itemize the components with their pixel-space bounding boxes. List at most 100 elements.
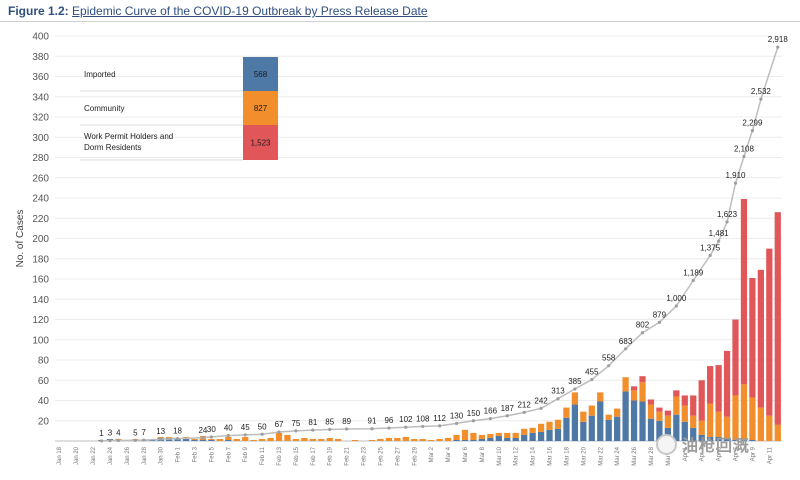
x-tick-label: Feb 1: [176, 446, 182, 462]
bar-segment: [537, 431, 545, 441]
x-tick-label: Jan 18: [57, 446, 63, 465]
bar-segment: [766, 415, 773, 441]
bar-segment: [436, 438, 443, 441]
cumulative-data-label: 89: [342, 417, 351, 426]
cumulative-point: [159, 437, 163, 441]
x-tick-label: Mar 2: [429, 446, 435, 462]
bar-segment: [723, 416, 731, 438]
cumulative-point: [590, 377, 594, 382]
cumulative-point: [421, 424, 425, 429]
cumulative-point: [742, 154, 746, 159]
x-tick-label: Mar 30: [666, 446, 672, 465]
bar-segment: [630, 400, 638, 441]
y-tick-label: 240: [32, 194, 49, 205]
cumulative-point: [294, 429, 298, 433]
y-tick-label: 340: [32, 92, 49, 103]
bar-segment: [326, 437, 333, 441]
cumulative-point: [328, 427, 332, 432]
bar-segment: [394, 437, 401, 441]
bar-segment: [698, 434, 705, 441]
bar-segment: [258, 438, 266, 441]
cumulative-point: [624, 347, 628, 351]
y-tick-label: 120: [32, 315, 49, 326]
x-tick-label: Jan 22: [91, 446, 97, 465]
legend-total: 1,523: [250, 139, 271, 148]
cumulative-data-label: 313: [551, 387, 565, 396]
cumulative-data-label: 50: [258, 422, 267, 431]
cumulative-point: [404, 425, 408, 429]
bar-segment: [707, 366, 714, 404]
x-tick-label: Apr 9: [750, 446, 756, 461]
bar-segment: [512, 437, 519, 441]
x-tick-label: Feb 9: [243, 446, 249, 462]
legend-total: 568: [254, 70, 268, 79]
bar-segment: [647, 418, 655, 441]
bar-segment: [411, 438, 418, 441]
bar-segment: [318, 438, 325, 441]
bar-segment: [385, 437, 393, 441]
bar-segment: [749, 397, 756, 440]
cumulative-data-label: 558: [602, 354, 616, 363]
x-tick-label: Feb 5: [209, 446, 215, 462]
y-tick-label: 180: [32, 254, 49, 265]
cumulative-data-label: 683: [619, 337, 633, 346]
bar-segment: [707, 403, 714, 437]
cumulative-trend-line: [101, 46, 779, 442]
bar-segment: [368, 439, 376, 441]
bar-segment: [351, 439, 359, 441]
x-tick-label: Jan 20: [74, 446, 80, 465]
x-tick-label: Mar 16: [548, 446, 554, 465]
x-tick-label: Mar 10: [497, 446, 503, 465]
cumulative-point: [201, 436, 205, 440]
bar-segment: [614, 408, 621, 417]
bar-segment: [732, 319, 739, 396]
bar-segment: [512, 432, 519, 438]
bar-segment: [723, 437, 731, 441]
cumulative-data-label: 85: [325, 418, 334, 427]
cumulative-point: [776, 45, 780, 49]
y-tick-label: 360: [32, 72, 49, 83]
cumulative-data-label: 5: [133, 428, 138, 437]
cumulative-point: [370, 427, 374, 431]
bar-segment: [470, 439, 477, 441]
cumulative-point: [226, 434, 230, 438]
cumulative-point: [99, 439, 104, 443]
x-tick-label: Feb 29: [412, 446, 418, 465]
cumulative-data-label: 112: [433, 414, 446, 423]
bar-segment: [664, 415, 672, 428]
bar-segment: [639, 382, 646, 402]
bar-segment: [630, 386, 638, 391]
cumulative-point: [345, 427, 349, 431]
bar-segment: [335, 438, 342, 441]
bar-segment: [732, 395, 739, 440]
bar-segment: [504, 437, 511, 441]
cumulative-point: [522, 410, 526, 414]
bar-segment: [444, 437, 452, 441]
cumulative-data-label: 67: [275, 420, 284, 429]
x-tick-label: Jan 28: [142, 446, 148, 465]
legend-label: Dorm Residents: [84, 143, 141, 152]
cumulative-point: [311, 428, 315, 432]
bar-segment: [732, 439, 739, 441]
bar-segment: [521, 434, 528, 441]
bar-segment: [656, 407, 663, 412]
x-tick-label: Jan 26: [125, 446, 131, 465]
cumulative-point: [725, 220, 729, 224]
bar-segment: [546, 421, 553, 430]
x-tick-label: Jan 24: [108, 446, 114, 465]
bar-segment: [597, 392, 604, 402]
bar-segment: [242, 436, 249, 441]
cumulative-data-label: 81: [308, 418, 317, 427]
bar-segment: [453, 434, 460, 440]
bar-segment: [571, 392, 579, 405]
bar-segment: [495, 435, 502, 441]
bar-segment: [284, 434, 291, 441]
x-tick-label: Apr 1: [683, 446, 689, 461]
cumulative-point: [260, 432, 264, 436]
bar-segment: [757, 269, 764, 408]
bar-segment: [647, 399, 655, 405]
y-tick-label: 160: [32, 275, 49, 286]
cumulative-point: [454, 421, 459, 426]
bar-segment: [723, 350, 731, 417]
cumulative-data-label: 212: [517, 400, 531, 409]
